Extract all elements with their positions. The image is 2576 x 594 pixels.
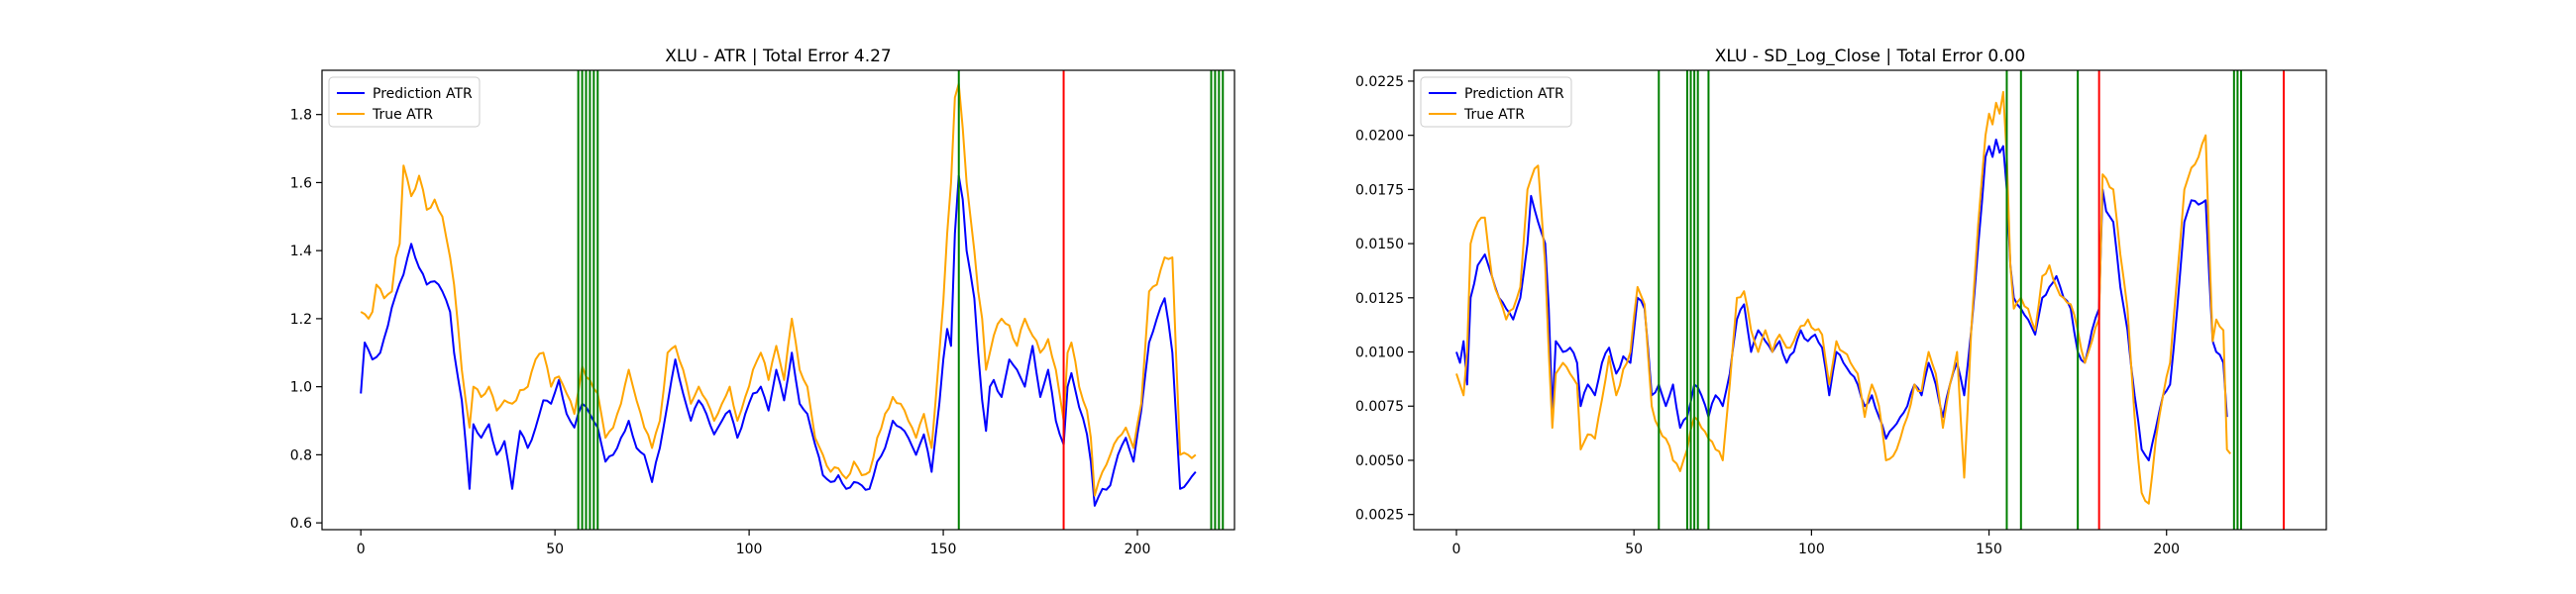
legend-entry: Prediction ATR bbox=[373, 86, 473, 102]
y-tick-label: 0.0150 bbox=[1355, 237, 1404, 252]
chart-atr: XLU - ATR | Total Error 4.27 0 50 100 150 200… bbox=[290, 47, 1235, 557]
y-tick-label: 0.0050 bbox=[1355, 453, 1404, 469]
legend-entry: Prediction ATR bbox=[1464, 86, 1564, 102]
y-tick-label: 0.6 bbox=[290, 516, 312, 532]
x-tick-label: 150 bbox=[930, 542, 957, 557]
y-tick-label: 0.0225 bbox=[1355, 74, 1404, 90]
y-tick-label: 1.2 bbox=[290, 312, 312, 328]
legend-box bbox=[328, 76, 481, 128]
x-tick-label: 0 bbox=[357, 542, 366, 557]
y-tick-label: 0.0200 bbox=[1355, 129, 1404, 145]
x-tick-label: 100 bbox=[1798, 542, 1825, 557]
y-tick-label: 1.6 bbox=[290, 175, 312, 191]
series-line-prediction bbox=[360, 174, 1197, 507]
y-tick-label: 0.0125 bbox=[1355, 291, 1404, 307]
axes-frame bbox=[321, 69, 1235, 531]
y-tick-label: 0.0025 bbox=[1355, 508, 1404, 524]
y-tick-label: 0.8 bbox=[290, 447, 312, 463]
legend: Prediction ATR True ATR bbox=[328, 76, 481, 128]
axes-frame bbox=[1413, 69, 2327, 531]
legend-entry: True ATR bbox=[1463, 107, 1525, 123]
plot-area bbox=[360, 70, 1225, 530]
x-tick-label: 50 bbox=[1625, 542, 1643, 557]
series-line-true bbox=[1455, 90, 2231, 505]
plot-area bbox=[1455, 70, 2285, 530]
y-tick-label: 1.0 bbox=[290, 380, 312, 396]
x-tick-label: 100 bbox=[736, 542, 763, 557]
chart-title: XLU - SD_Log_Close | Total Error 0.00 bbox=[1715, 47, 2026, 66]
x-tick-label: 200 bbox=[2153, 542, 2180, 557]
y-tick-label: 0.0100 bbox=[1355, 346, 1404, 361]
y-tick-label: 1.4 bbox=[290, 244, 312, 259]
x-tick-label: 200 bbox=[1125, 542, 1151, 557]
chart-sd-log-close: XLU - SD_Log_Close | Total Error 0.00 0 50… bbox=[1355, 47, 2327, 557]
y-tick-label: 1.8 bbox=[290, 108, 312, 124]
legend-box bbox=[1420, 76, 1572, 128]
chart-title: XLU - ATR | Total Error 4.27 bbox=[665, 47, 892, 66]
y-tick-label: 0.0175 bbox=[1355, 182, 1404, 198]
x-tick-label: 0 bbox=[1452, 542, 1461, 557]
series-line-true bbox=[360, 82, 1197, 497]
legend-entry: True ATR bbox=[372, 107, 433, 123]
x-tick-label: 50 bbox=[546, 542, 564, 557]
y-tick-label: 0.0075 bbox=[1355, 399, 1404, 415]
x-tick-label: 150 bbox=[1976, 542, 2002, 557]
legend: Prediction ATR True ATR bbox=[1420, 76, 1572, 128]
